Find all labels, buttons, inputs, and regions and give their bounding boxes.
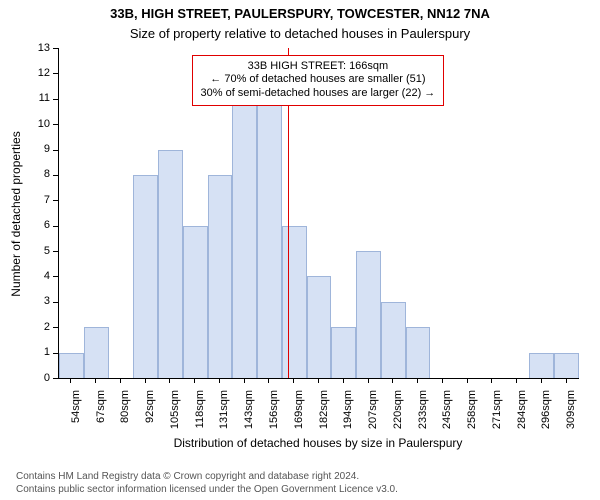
histogram-bar bbox=[232, 99, 257, 378]
x-tick-label: 67sqm bbox=[95, 390, 107, 450]
annotation-line: ← 70% of detached houses are smaller (51… bbox=[201, 73, 436, 87]
x-tick-label: 207sqm bbox=[367, 390, 379, 450]
histogram-bar bbox=[257, 99, 282, 378]
x-tick-label: 296sqm bbox=[540, 390, 552, 450]
histogram-bar bbox=[356, 251, 381, 378]
histogram-bar bbox=[133, 175, 158, 378]
y-tick-label: 2 bbox=[28, 321, 50, 333]
y-tick-label: 13 bbox=[28, 42, 50, 54]
y-tick-label: 11 bbox=[28, 92, 50, 104]
chart-footer: Contains HM Land Registry data © Crown c… bbox=[16, 471, 398, 496]
chart-title-secondary: Size of property relative to detached ho… bbox=[0, 26, 600, 41]
y-axis-label: Number of detached properties bbox=[9, 49, 23, 379]
x-tick-label: 233sqm bbox=[417, 390, 429, 450]
histogram-bar bbox=[554, 353, 579, 378]
x-tick-label: 131sqm bbox=[218, 390, 230, 450]
x-tick-label: 143sqm bbox=[243, 390, 255, 450]
footer-line-1: Contains HM Land Registry data © Crown c… bbox=[16, 471, 398, 484]
x-tick-label: 80sqm bbox=[119, 390, 131, 450]
histogram-bar bbox=[208, 175, 233, 378]
y-tick-label: 3 bbox=[28, 295, 50, 307]
x-tick-label: 54sqm bbox=[70, 390, 82, 450]
histogram-bar bbox=[84, 327, 109, 378]
x-tick-label: 194sqm bbox=[342, 390, 354, 450]
histogram-bar bbox=[529, 353, 554, 378]
histogram-bar bbox=[183, 226, 208, 378]
x-tick-label: 258sqm bbox=[466, 390, 478, 450]
y-tick-label: 5 bbox=[28, 245, 50, 257]
chart-title-primary: 33B, HIGH STREET, PAULERSPURY, TOWCESTER… bbox=[0, 6, 600, 21]
annotation-line: 30% of semi-detached houses are larger (… bbox=[201, 87, 436, 101]
y-tick-label: 6 bbox=[28, 219, 50, 231]
chart-container: 33B, HIGH STREET, PAULERSPURY, TOWCESTER… bbox=[0, 0, 600, 500]
x-tick-label: 156sqm bbox=[268, 390, 280, 450]
x-tick-label: 118sqm bbox=[194, 390, 206, 450]
annotation-box: 33B HIGH STREET: 166sqm← 70% of detached… bbox=[192, 55, 445, 106]
y-tick-label: 1 bbox=[28, 346, 50, 358]
histogram-bar bbox=[282, 226, 307, 378]
y-tick-label: 4 bbox=[28, 270, 50, 282]
y-tick-label: 7 bbox=[28, 194, 50, 206]
histogram-bar bbox=[381, 302, 406, 378]
x-tick-label: 105sqm bbox=[169, 390, 181, 450]
y-tick-label: 10 bbox=[28, 118, 50, 130]
y-tick-label: 9 bbox=[28, 143, 50, 155]
x-tick-label: 182sqm bbox=[318, 390, 330, 450]
histogram-bar bbox=[158, 150, 183, 378]
y-tick-label: 0 bbox=[28, 372, 50, 384]
histogram-bar bbox=[331, 327, 356, 378]
x-tick-label: 284sqm bbox=[516, 390, 528, 450]
x-tick-label: 220sqm bbox=[392, 390, 404, 450]
footer-line-2: Contains public sector information licen… bbox=[16, 484, 398, 497]
histogram-bar bbox=[307, 276, 332, 378]
y-tick-label: 12 bbox=[28, 67, 50, 79]
histogram-bar bbox=[406, 327, 431, 378]
x-tick-label: 271sqm bbox=[491, 390, 503, 450]
histogram-bar bbox=[59, 353, 84, 378]
x-tick-label: 169sqm bbox=[293, 390, 305, 450]
x-tick-label: 92sqm bbox=[144, 390, 156, 450]
x-tick-label: 245sqm bbox=[441, 390, 453, 450]
x-tick-label: 309sqm bbox=[565, 390, 577, 450]
y-tick-label: 8 bbox=[28, 168, 50, 180]
annotation-line: 33B HIGH STREET: 166sqm bbox=[201, 60, 436, 74]
